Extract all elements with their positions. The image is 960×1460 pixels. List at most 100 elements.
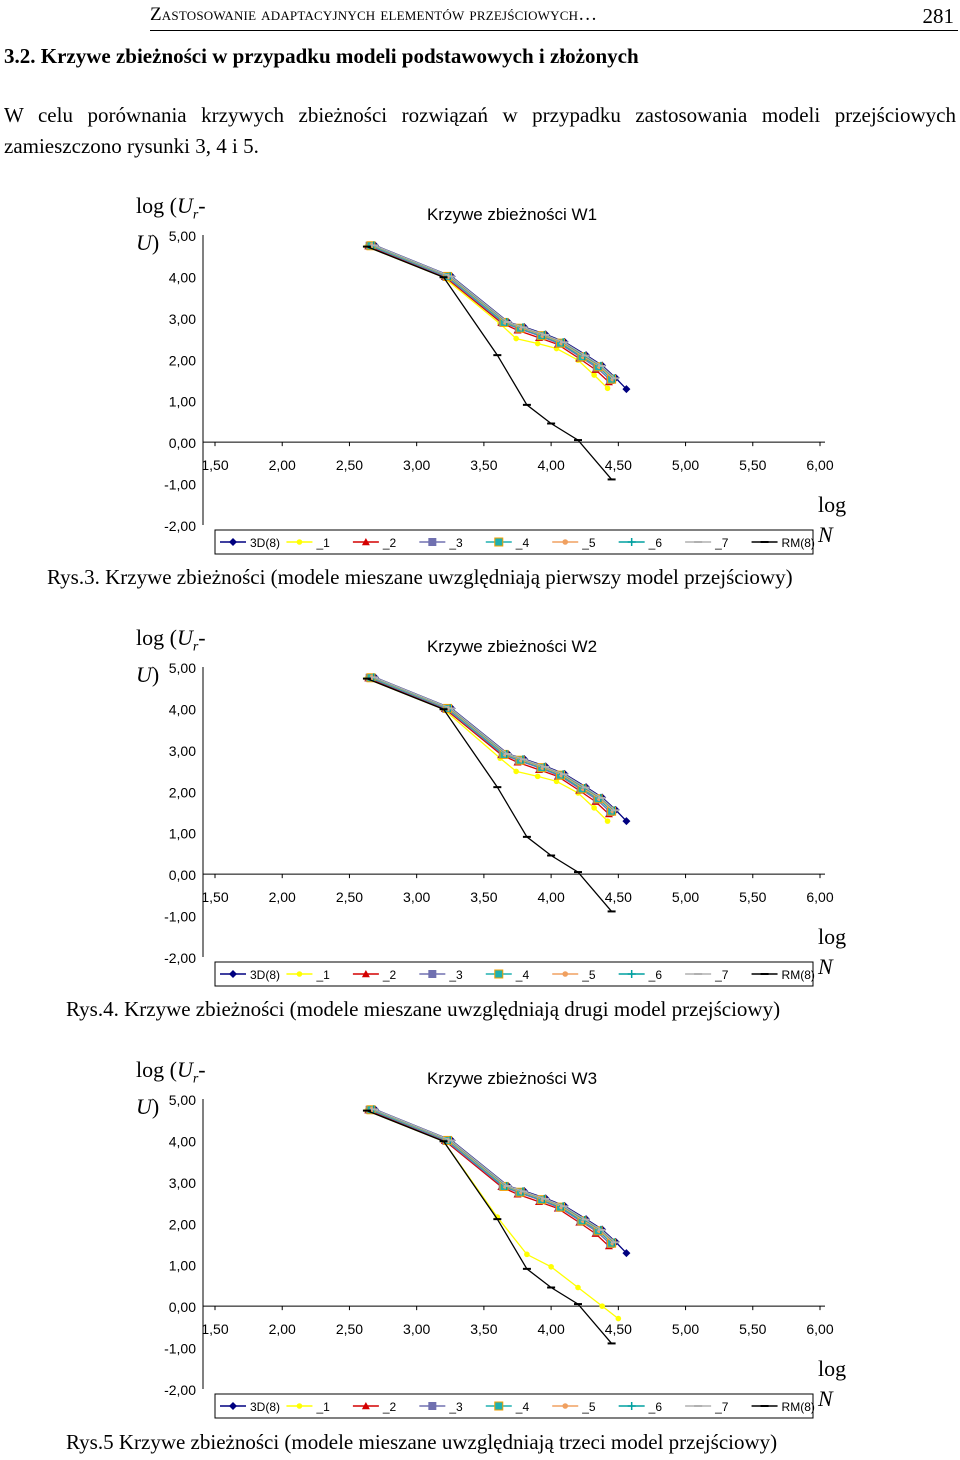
x-tick-label: 5,50 <box>739 889 766 905</box>
data-point <box>604 385 611 392</box>
legend-item: 3D(8) <box>220 968 280 982</box>
legend-item: _5 <box>552 1400 596 1414</box>
y-axis-label: log (Ur- U) <box>136 625 206 688</box>
legend-item: _3 <box>419 536 463 550</box>
legend-item: _2 <box>352 968 397 982</box>
x-tick-label: 6,00 <box>806 1321 833 1337</box>
series-4 <box>366 1105 617 1248</box>
legend-label: _2 <box>382 536 397 550</box>
legend-label: RM(8) <box>782 536 815 550</box>
legend-item: RM(8) <box>751 1400 815 1414</box>
y-tick-label: 1,00 <box>169 1258 196 1274</box>
legend-label: _4 <box>515 536 530 550</box>
legend-label: _6 <box>648 1400 663 1414</box>
y-tick-label: 0,00 <box>169 1299 196 1315</box>
section-heading: 3.2. Krzywe zbieżności w przypadku model… <box>4 44 639 68</box>
legend-box <box>214 1393 814 1419</box>
data-point <box>548 1263 554 1270</box>
x-tick-label: 2,50 <box>336 1321 363 1337</box>
data-point <box>428 1402 437 1410</box>
legend-label: _1 <box>315 968 330 982</box>
chart-title: Krzywe zbieżności W1 <box>427 205 597 224</box>
legend-item: _1 <box>286 1400 330 1414</box>
x-tick-label: 5,00 <box>672 889 699 905</box>
x-tick-label: 4,00 <box>537 1321 564 1337</box>
y-tick-label: 4,00 <box>169 701 196 717</box>
data-point <box>591 805 597 811</box>
legend-item: _6 <box>618 536 663 550</box>
y-tick-label: 3,00 <box>169 743 196 759</box>
series-line <box>366 245 609 389</box>
legend-item: _3 <box>419 1400 463 1414</box>
convergence-chart-w2: Krzywe zbieżności W2 5,00 4,00 3,00 2,00 1,00… <box>164 637 834 987</box>
legend-item: _4 <box>485 968 529 982</box>
series-2 <box>364 1106 613 1250</box>
series-1 <box>364 675 611 824</box>
legend-item: _3 <box>419 968 463 982</box>
series-line <box>366 677 609 822</box>
data-point <box>622 385 631 394</box>
data-point <box>494 1401 504 1411</box>
x-tick-label: 4,50 <box>605 889 632 905</box>
x-tick-label: 4,00 <box>537 889 564 905</box>
series-line <box>369 1109 611 1245</box>
data-point <box>562 1403 569 1409</box>
data-point <box>599 1303 605 1309</box>
y-tick-label: 3,00 <box>169 311 196 327</box>
x-tick-label: 5,50 <box>739 457 766 473</box>
y-tick-label: 1,00 <box>169 394 196 410</box>
legend-label: 3D(8) <box>250 1400 280 1414</box>
x-tick-label: 1,50 <box>201 457 228 473</box>
x-tick-label: 3,50 <box>470 457 497 473</box>
y-axis-label: log (Ur- U) <box>136 193 206 256</box>
legend-label: _3 <box>448 536 463 550</box>
y-tick-label: -2,00 <box>164 518 196 534</box>
legend-item: _4 <box>485 536 530 550</box>
legend-item: _7 <box>685 1400 729 1414</box>
x-tick-label: 6,00 <box>806 889 833 905</box>
series-line <box>368 1109 610 1247</box>
series-rm8 <box>362 245 616 481</box>
legend-label: _3 <box>448 1400 463 1414</box>
series-line <box>369 677 611 813</box>
x-axis-label: log N <box>818 492 847 547</box>
legend-item: _2 <box>352 536 397 550</box>
legend-box <box>214 529 814 555</box>
x-axis-label: log N <box>818 924 847 979</box>
legend-item: _5 <box>552 968 596 982</box>
data-point <box>534 773 541 780</box>
legend-label: _5 <box>581 536 596 550</box>
series-7 <box>370 244 619 380</box>
data-point <box>524 1251 530 1258</box>
x-tick-label: 2,00 <box>269 1321 296 1337</box>
data-point <box>604 818 611 824</box>
legend: 3D(8) _1 _2 _3 _4 _5 _6 _7 RM(8) <box>214 529 815 555</box>
series-2 <box>364 674 613 818</box>
series-7 <box>370 676 619 812</box>
data-point <box>513 335 519 342</box>
data-point <box>562 539 569 545</box>
legend-item: 3D(8) <box>220 1400 280 1414</box>
body-paragraph: W celu porównania krzywych zbieżności ro… <box>4 103 956 158</box>
y-tick-label: 4,00 <box>169 1133 196 1149</box>
series-1 <box>364 243 611 392</box>
data-point <box>562 971 569 977</box>
legend-label: 3D(8) <box>250 968 280 982</box>
y-tick-label: -1,00 <box>164 1341 196 1357</box>
data-point <box>513 768 519 775</box>
legend-label: _3 <box>448 968 463 982</box>
x-tick-label: 2,50 <box>336 889 363 905</box>
legend-item: RM(8) <box>751 968 815 982</box>
x-tick-label: 5,00 <box>672 1321 699 1337</box>
data-point <box>627 538 636 546</box>
y-tick-label: -1,00 <box>164 477 196 493</box>
legend-label: _1 <box>315 536 330 550</box>
legend-label: _6 <box>648 968 663 982</box>
page-number: 281 <box>922 4 955 28</box>
data-point <box>575 1284 581 1291</box>
legend-box <box>214 961 814 987</box>
data-point <box>428 538 437 546</box>
legend-label: _6 <box>648 536 663 550</box>
series-3 <box>365 1105 615 1248</box>
x-tick-label: 4,50 <box>605 457 632 473</box>
